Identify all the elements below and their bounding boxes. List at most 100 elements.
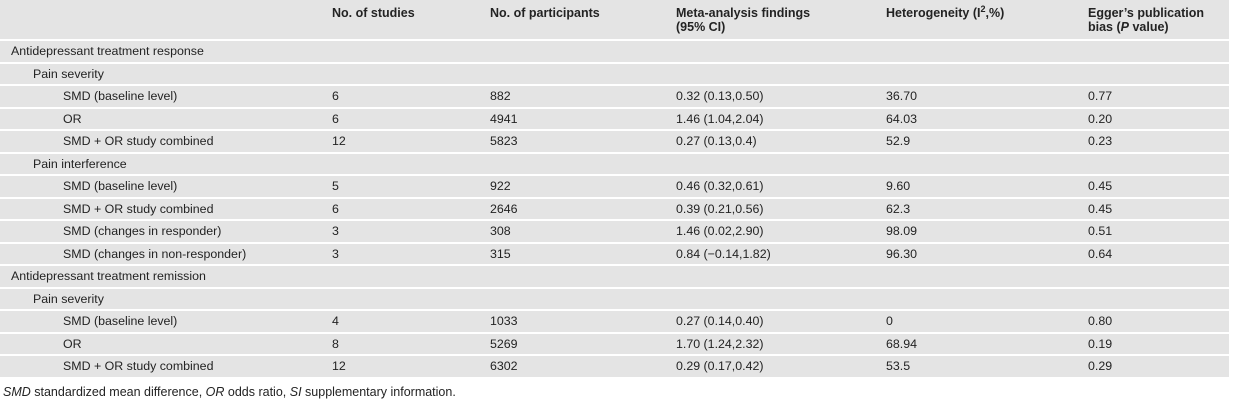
- cell-egger-bias: 0.45: [1088, 197, 1229, 221]
- header-egger-line1: Egger’s publication: [1088, 6, 1204, 20]
- cell-no-of-studies: 12: [332, 130, 490, 154]
- cell-egger-bias: [1088, 287, 1229, 311]
- cell-heterogeneity: 0: [886, 310, 1088, 334]
- cell-no-of-participants: [490, 287, 676, 311]
- cell-heterogeneity: 52.9: [886, 130, 1088, 154]
- row-label: SMD + OR study combined: [0, 130, 332, 154]
- cell-no-of-participants: 2646: [490, 197, 676, 221]
- cell-no-of-participants: 1033: [490, 310, 676, 334]
- cell-no-of-studies: [332, 152, 490, 176]
- footnote-part: supplementary information.: [301, 384, 456, 399]
- cell-findings: [676, 62, 886, 86]
- cell-no-of-participants: 315: [490, 242, 676, 266]
- table-header: No. of studies No. of participants Meta-…: [0, 0, 1229, 41]
- header-egger-line2-post: value): [1129, 20, 1169, 34]
- cell-findings: [676, 40, 886, 64]
- row-label: SMD + OR study combined: [0, 197, 332, 221]
- meta-analysis-table: No. of studies No. of participants Meta-…: [0, 0, 1229, 379]
- cell-heterogeneity: 62.3: [886, 197, 1088, 221]
- header-empty: [0, 0, 332, 41]
- table-row: Pain severity: [0, 62, 1229, 86]
- cell-no-of-studies: 6: [332, 85, 490, 109]
- cell-findings: 0.39 (0.21,0.56): [676, 197, 886, 221]
- cell-no-of-participants: 922: [490, 175, 676, 199]
- footnote-part: OR: [205, 384, 225, 399]
- cell-no-of-studies: 6: [332, 107, 490, 131]
- cell-no-of-studies: 3: [332, 242, 490, 266]
- cell-egger-bias: 0.23: [1088, 130, 1229, 154]
- row-label: SMD (changes in responder): [0, 220, 332, 244]
- table-row: SMD + OR study combined 12 5823 0.27 (0.…: [0, 130, 1229, 154]
- table-row: Antidepressant treatment remission: [0, 265, 1229, 289]
- row-label: OR: [0, 107, 332, 131]
- row-label: Antidepressant treatment response: [0, 40, 332, 64]
- table-body: Antidepressant treatment response Pain s…: [0, 40, 1229, 379]
- cell-no-of-participants: 5269: [490, 332, 676, 356]
- cell-no-of-participants: 6302: [490, 355, 676, 379]
- row-label: OR: [0, 332, 332, 356]
- table-row: OR 8 5269 1.70 (1.24,2.32) 68.94 0.19: [0, 332, 1229, 356]
- cell-egger-bias: 0.77: [1088, 85, 1229, 109]
- cell-findings: [676, 152, 886, 176]
- cell-heterogeneity: 53.5: [886, 355, 1088, 379]
- cell-egger-bias: 0.20: [1088, 107, 1229, 131]
- cell-no-of-studies: [332, 62, 490, 86]
- cell-findings: 0.27 (0.13,0.4): [676, 130, 886, 154]
- row-label: Antidepressant treatment remission: [0, 265, 332, 289]
- cell-heterogeneity: 36.70: [886, 85, 1088, 109]
- cell-no-of-studies: 8: [332, 332, 490, 356]
- cell-egger-bias: 0.80: [1088, 310, 1229, 334]
- cell-heterogeneity: 68.94: [886, 332, 1088, 356]
- cell-findings: 1.46 (1.04,2.04): [676, 107, 886, 131]
- row-label: Pain interference: [0, 152, 332, 176]
- row-label: Pain severity: [0, 62, 332, 86]
- cell-heterogeneity: [886, 40, 1088, 64]
- table-row: SMD (changes in non-responder) 3 315 0.8…: [0, 242, 1229, 266]
- cell-egger-bias: [1088, 152, 1229, 176]
- cell-egger-bias: 0.45: [1088, 175, 1229, 199]
- header-egger-p-italic: P: [1120, 20, 1129, 34]
- header-egger-line2-pre: bias (: [1088, 20, 1121, 34]
- header-meta-line1: Meta-analysis findings: [676, 6, 811, 20]
- cell-findings: 0.29 (0.17,0.42): [676, 355, 886, 379]
- header-heterogeneity-sup: 2: [980, 3, 986, 14]
- table-row: Antidepressant treatment response: [0, 40, 1229, 64]
- cell-egger-bias: 0.29: [1088, 355, 1229, 379]
- cell-findings: 0.84 (−0.14,1.82): [676, 242, 886, 266]
- cell-no-of-studies: 12: [332, 355, 490, 379]
- cell-no-of-studies: [332, 40, 490, 64]
- header-egger-bias: Egger’s publication bias (P value): [1088, 0, 1229, 41]
- table-row: SMD (baseline level) 4 1033 0.27 (0.14,0…: [0, 310, 1229, 334]
- header-no-of-studies: No. of studies: [332, 0, 490, 41]
- table-row: Pain interference: [0, 152, 1229, 176]
- header-heterogeneity-text: Heterogeneity (I: [886, 6, 981, 20]
- cell-findings: 1.46 (0.02,2.90): [676, 220, 886, 244]
- row-label: SMD + OR study combined: [0, 355, 332, 379]
- header-no-of-participants: No. of participants: [490, 0, 676, 41]
- header-heterogeneity: Heterogeneity (I2,%): [886, 0, 1088, 41]
- footnote-part: SI: [289, 384, 302, 399]
- header-row: No. of studies No. of participants Meta-…: [0, 0, 1229, 41]
- cell-no-of-studies: 3: [332, 220, 490, 244]
- row-label: SMD (baseline level): [0, 310, 332, 334]
- cell-no-of-studies: 5: [332, 175, 490, 199]
- cell-egger-bias: [1088, 40, 1229, 64]
- cell-no-of-studies: [332, 287, 490, 311]
- table-row: SMD (baseline level) 6 882 0.32 (0.13,0.…: [0, 85, 1229, 109]
- table-row: OR 6 4941 1.46 (1.04,2.04) 64.03 0.20: [0, 107, 1229, 131]
- cell-heterogeneity: 9.60: [886, 175, 1088, 199]
- cell-egger-bias: [1088, 62, 1229, 86]
- cell-no-of-participants: [490, 265, 676, 289]
- cell-egger-bias: [1088, 265, 1229, 289]
- cell-heterogeneity: [886, 152, 1088, 176]
- cell-no-of-participants: 4941: [490, 107, 676, 131]
- cell-no-of-studies: 4: [332, 310, 490, 334]
- table-row: SMD + OR study combined 12 6302 0.29 (0.…: [0, 355, 1229, 379]
- row-label: SMD (changes in non-responder): [0, 242, 332, 266]
- cell-no-of-participants: 308: [490, 220, 676, 244]
- table-row: SMD (baseline level) 5 922 0.46 (0.32,0.…: [0, 175, 1229, 199]
- cell-heterogeneity: [886, 62, 1088, 86]
- cell-no-of-participants: [490, 62, 676, 86]
- cell-no-of-participants: 882: [490, 85, 676, 109]
